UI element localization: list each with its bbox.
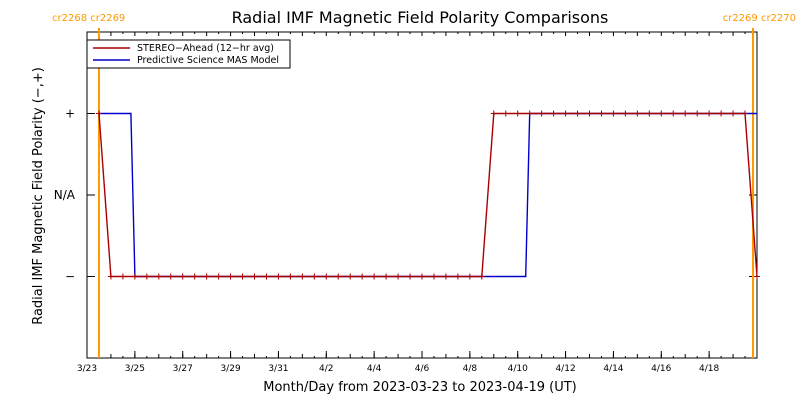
series-point-stereo xyxy=(119,273,126,280)
x-tick-label: 4/2 xyxy=(319,364,333,374)
series-point-stereo xyxy=(299,273,306,280)
series-point-stereo xyxy=(311,273,318,280)
series-point-stereo xyxy=(335,273,342,280)
x-tick-label: 4/6 xyxy=(415,364,430,374)
x-tick-label: 3/31 xyxy=(268,364,288,374)
series-point-stereo xyxy=(586,110,593,117)
series-point-stereo xyxy=(538,110,545,117)
y-tick-label: N/A xyxy=(54,188,76,202)
x-tick-label: 4/12 xyxy=(555,364,575,374)
series-point-stereo xyxy=(598,110,605,117)
series-point-stereo xyxy=(754,273,760,280)
series-point-stereo xyxy=(646,110,653,117)
series-point-stereo xyxy=(502,110,509,117)
series-point-stereo xyxy=(430,273,437,280)
series-point-stereo xyxy=(670,110,677,117)
series-point-stereo xyxy=(407,273,414,280)
x-tick-label: 4/10 xyxy=(508,364,528,374)
series-point-stereo xyxy=(263,273,270,280)
y-tick-label: + xyxy=(65,107,75,121)
x-tick-label: 4/14 xyxy=(603,364,623,374)
series-point-stereo xyxy=(550,110,557,117)
series-point-stereo xyxy=(275,273,282,280)
series-point-stereo xyxy=(131,273,138,280)
series-point-stereo xyxy=(383,273,390,280)
series-point-stereo xyxy=(347,273,354,280)
y-tick-label: − xyxy=(65,270,75,284)
legend-label-mas: Predictive Science MAS Model xyxy=(137,55,279,66)
series-point-stereo xyxy=(323,273,330,280)
series-point-stereo xyxy=(203,273,210,280)
series-point-stereo xyxy=(143,273,150,280)
series-point-stereo xyxy=(442,273,449,280)
series-point-stereo xyxy=(215,273,222,280)
series-point-stereo xyxy=(107,273,114,280)
y-axis-title: Radial IMF Magnetic Field Polarity (−,+) xyxy=(31,67,46,325)
series-point-stereo xyxy=(526,110,533,117)
series-point-stereo xyxy=(419,273,425,280)
x-tick-label: 3/23 xyxy=(77,364,97,374)
x-axis-title: Month/Day from 2023-03-23 to 2023-04-19 … xyxy=(263,380,576,395)
series-point-stereo xyxy=(95,110,102,117)
series-point-stereo xyxy=(730,110,737,117)
chart-title: Radial IMF Magnetic Field Polarity Compa… xyxy=(232,8,609,27)
x-tick-label: 4/8 xyxy=(463,364,478,374)
carrington-label: cr2268 cr2269 xyxy=(52,13,125,24)
series-point-stereo xyxy=(514,110,521,117)
legend: STEREO−Ahead (12−hr avg) Predictive Scie… xyxy=(86,39,291,69)
series-point-stereo xyxy=(634,110,641,117)
series-point-stereo xyxy=(191,273,198,280)
series-point-stereo xyxy=(287,273,294,280)
series-point-stereo xyxy=(742,110,749,117)
series-point-stereo xyxy=(227,273,234,280)
series-point-stereo xyxy=(682,110,689,117)
x-tick-label: 3/27 xyxy=(173,364,193,374)
series-point-stereo xyxy=(658,110,665,117)
series-point-stereo xyxy=(454,273,461,280)
plot-area: 3/23 3/25 3/27 3/29 3/31 4/2 4/4 4/6 4/8 4/10 4/12… xyxy=(52,13,796,374)
series-point-stereo xyxy=(395,273,402,280)
series-point-stereo xyxy=(359,273,366,280)
series-point-stereo xyxy=(718,110,725,117)
series-point-stereo xyxy=(466,273,473,280)
series-point-stereo xyxy=(610,110,617,117)
series-point-stereo xyxy=(251,273,258,280)
series-point-stereo xyxy=(490,110,497,117)
series-point-stereo xyxy=(706,110,713,117)
carrington-label: cr2269 cr2270 xyxy=(723,13,796,24)
series-point-stereo xyxy=(562,110,569,117)
series-point-stereo xyxy=(167,273,174,280)
series-point-stereo xyxy=(179,273,186,280)
series-point-stereo xyxy=(478,273,485,280)
series-point-stereo xyxy=(694,110,701,117)
x-tick-label: 4/4 xyxy=(367,364,382,374)
series-point-stereo xyxy=(622,110,629,117)
x-tick-label: 4/18 xyxy=(699,364,719,374)
x-tick-label: 3/29 xyxy=(220,364,240,374)
series-point-stereo xyxy=(371,273,378,280)
series-point-stereo xyxy=(239,273,246,280)
series-point-stereo xyxy=(574,110,581,117)
series-point-stereo xyxy=(155,273,162,280)
x-tick-label: 4/16 xyxy=(651,364,671,374)
legend-label-stereo: STEREO−Ahead (12−hr avg) xyxy=(137,43,274,54)
x-tick-label: 3/25 xyxy=(125,364,145,374)
legend-box xyxy=(86,39,291,69)
